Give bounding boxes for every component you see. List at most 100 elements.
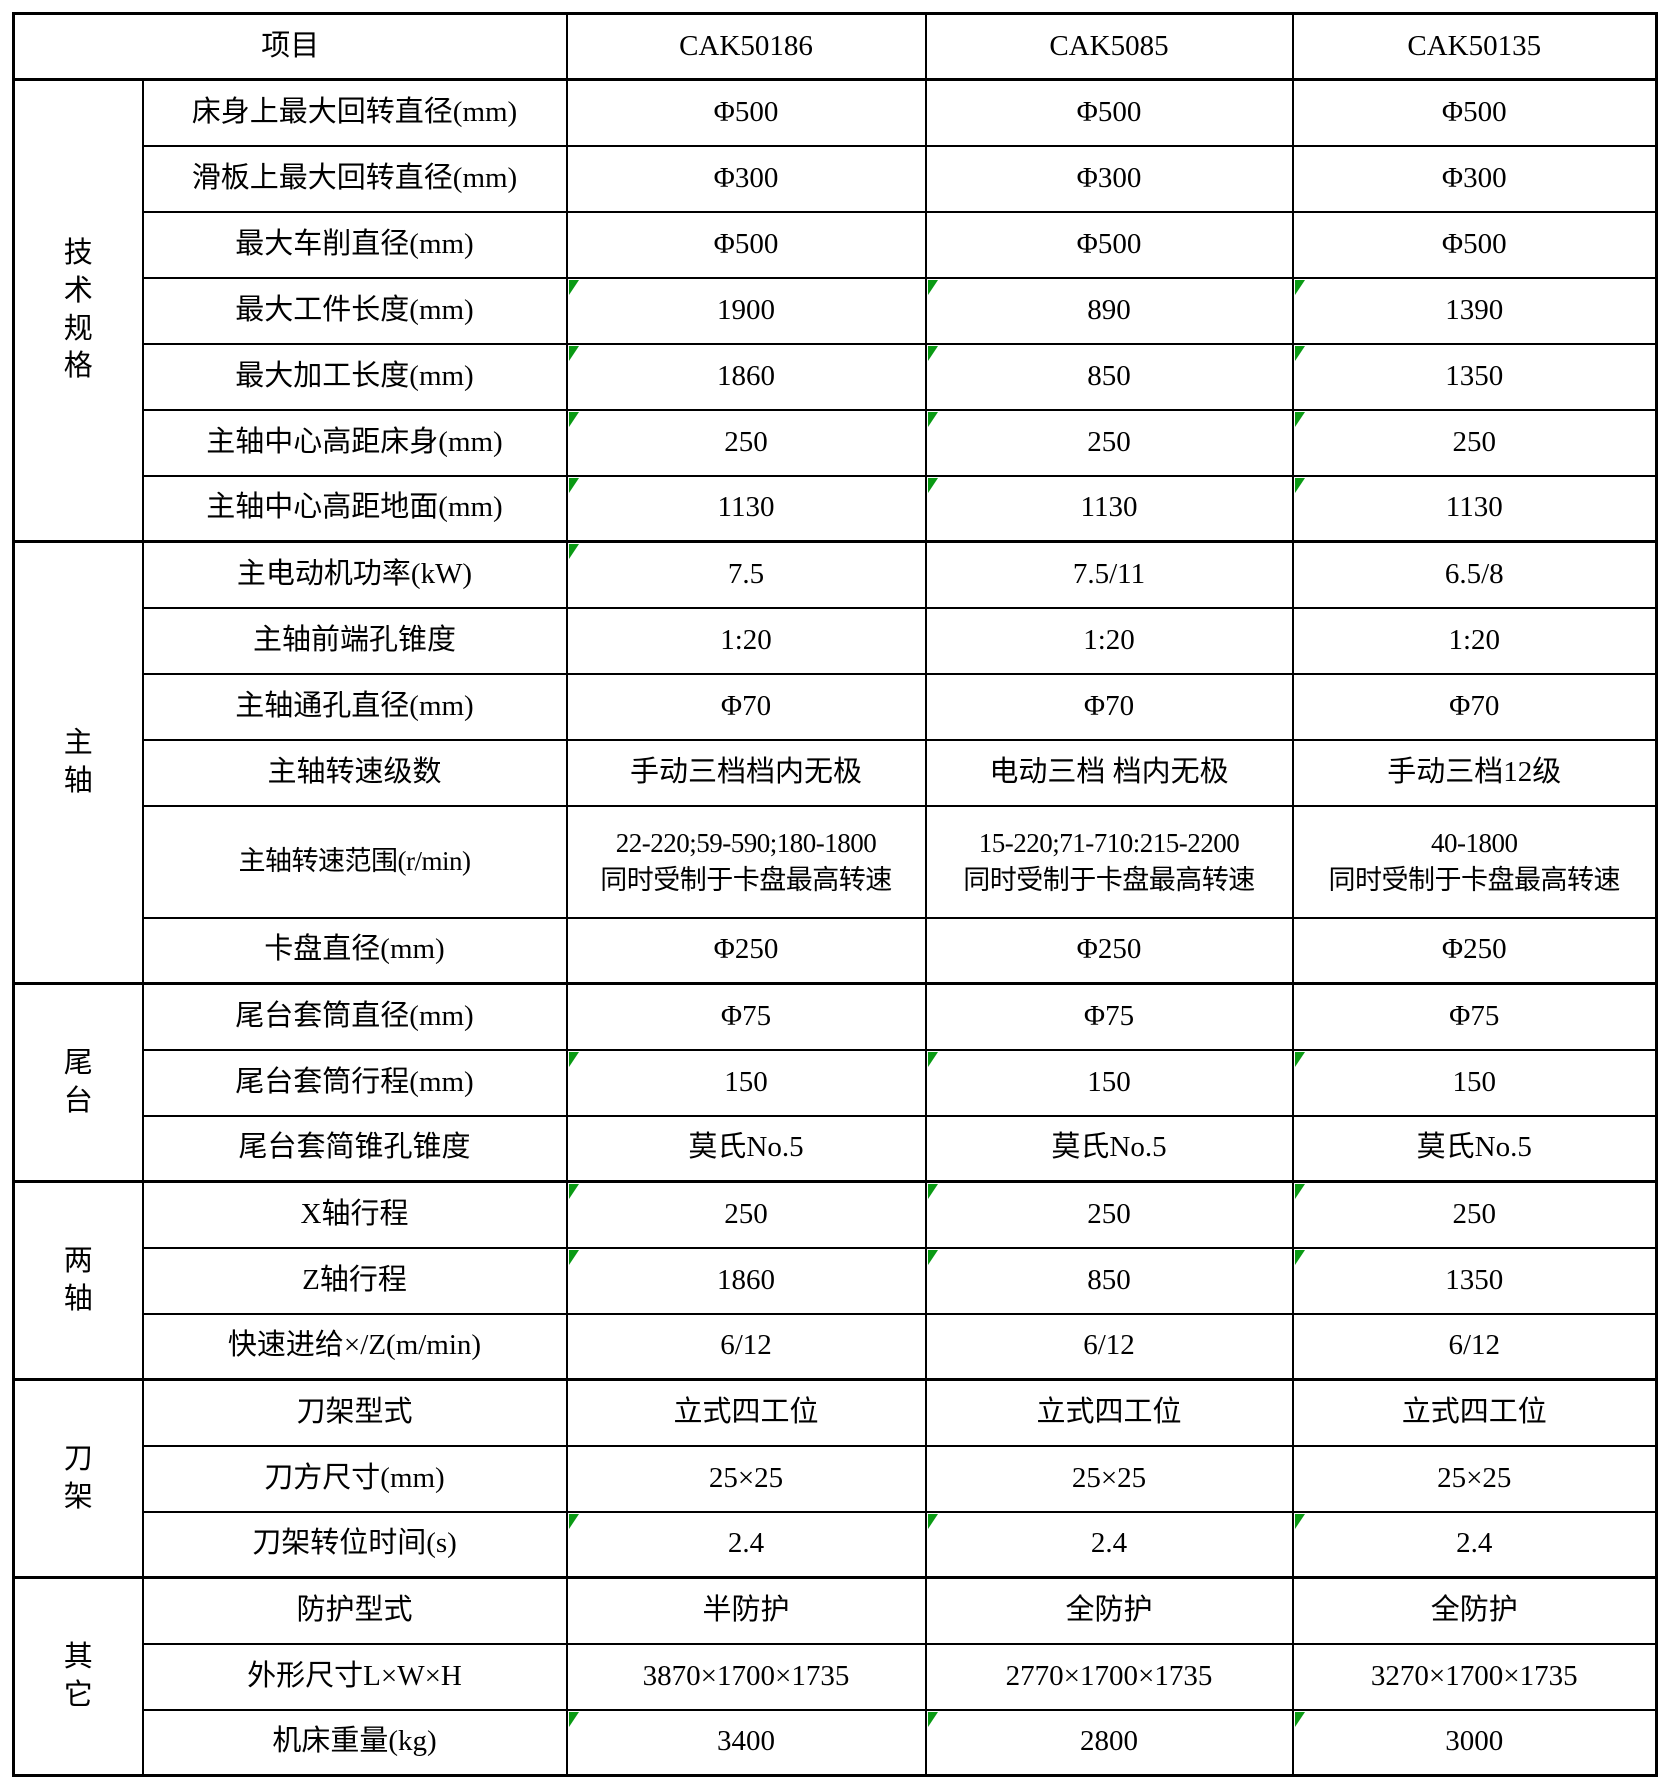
number-as-text-flag-icon bbox=[1294, 1184, 1305, 1199]
cell-text: 1130 bbox=[1445, 491, 1503, 524]
cell-text: 莫氏No.5 bbox=[1051, 1131, 1167, 1164]
cell-text: 22-220;59-590;180-1800 同时受制于卡盘最高转速 bbox=[600, 828, 892, 895]
cell-text: Φ500 bbox=[1441, 227, 1507, 260]
cell-text: 6/12 bbox=[1448, 1329, 1501, 1362]
cell-text: Φ250 bbox=[1076, 933, 1142, 966]
value-cell-CAK50186: Φ500 bbox=[565, 78, 927, 147]
number-as-text-flag-icon bbox=[927, 345, 938, 361]
cell-text: 2800 bbox=[1080, 1725, 1138, 1758]
cell-text: 150 bbox=[1087, 1065, 1131, 1098]
cell-text: 全防护 bbox=[1430, 1593, 1518, 1626]
value-cell-CAK5085: 850 bbox=[924, 342, 1294, 411]
value-cell-CAK50135: 1130 bbox=[1291, 474, 1658, 543]
value-cell-CAK5085: Φ70 bbox=[924, 672, 1294, 741]
value-cell-CAK50186: Φ75 bbox=[565, 982, 927, 1051]
row-label: 外形尺寸L×W×H bbox=[141, 1642, 568, 1711]
value-cell-CAK50135: 25×25 bbox=[1291, 1444, 1658, 1513]
header-model-cak5085: CAK5085 bbox=[924, 12, 1294, 81]
cell-text: Φ300 bbox=[1076, 161, 1142, 194]
table-row: 其 它防护型式 半防护 全防护 全防护 bbox=[12, 1576, 1658, 1777]
value-cell-CAK50186: 莫氏No.5 bbox=[565, 1114, 927, 1183]
row-label: 主轴转速范围(r/min) bbox=[141, 804, 568, 919]
cell-text: 6/12 bbox=[720, 1329, 772, 1362]
number-as-text-flag-icon bbox=[927, 1711, 938, 1727]
cell-text: 3270×1700×1735 bbox=[1370, 1659, 1578, 1692]
number-as-text-flag-icon bbox=[568, 1184, 579, 1199]
row-label: 主电动机功率(kW) bbox=[141, 540, 568, 609]
cell-text: Φ70 bbox=[1449, 689, 1500, 722]
cell-text: 250 bbox=[724, 425, 768, 458]
number-as-text-flag-icon bbox=[1294, 345, 1305, 361]
cell-text: 7.5/11 bbox=[1072, 557, 1146, 590]
value-cell-CAK50135: 40-1800 同时受制于卡盘最高转速 bbox=[1291, 804, 1658, 919]
table-row: 刀 架刀架型式 立式四工位 立式四工位 立式四工位 bbox=[12, 1378, 1658, 1579]
cell-text: 立式四工位 bbox=[1036, 1395, 1182, 1428]
value-cell-CAK5085: Φ500 bbox=[924, 78, 1294, 147]
value-cell-CAK50186: 1130 bbox=[565, 474, 927, 543]
value-cell-CAK50186: 1900 bbox=[565, 276, 927, 345]
number-as-text-flag-icon bbox=[927, 1184, 938, 1199]
number-as-text-flag-icon bbox=[1294, 279, 1305, 295]
row-label: 尾台套筒行程(mm) bbox=[141, 1048, 568, 1117]
table-row: 主轴中心高距地面(mm) 1130 1130 1130 bbox=[14, 474, 1658, 543]
number-as-text-flag-icon bbox=[568, 345, 579, 361]
value-cell-CAK5085: 250 bbox=[924, 408, 1294, 477]
value-cell-CAK5085: 2800 bbox=[924, 1708, 1294, 1777]
value-cell-CAK5085: 1:20 bbox=[924, 606, 1294, 675]
table-row: 最大车削直径(mm) Φ500 Φ500 Φ500 bbox=[14, 210, 1658, 279]
value-cell-CAK5085: 7.5/11 bbox=[924, 540, 1294, 609]
table-row: 技 术 规 格床身上最大回转直径(mm) Φ500 Φ500 Φ500 bbox=[12, 78, 1658, 543]
row-label: 快速进给×/Z(m/min) bbox=[141, 1312, 568, 1381]
cell-text: 2770×1700×1735 bbox=[1005, 1659, 1213, 1692]
number-as-text-flag-icon bbox=[1294, 477, 1305, 493]
value-cell-CAK50135: 1390 bbox=[1291, 276, 1658, 345]
group-label-3: 两 轴 bbox=[12, 1180, 144, 1381]
cell-text: 15-220;71-710:215-2200 同时受制于卡盘最高转速 bbox=[963, 828, 1255, 895]
value-cell-CAK50135: Φ75 bbox=[1291, 982, 1658, 1051]
cell-text: 半防护 bbox=[702, 1593, 790, 1626]
number-as-text-flag-icon bbox=[1294, 1051, 1305, 1067]
cell-text: 1390 bbox=[1445, 293, 1504, 326]
table-row: 两 轴 X轴行程 250 250 250 bbox=[12, 1180, 1658, 1381]
value-cell-CAK50135: 1350 bbox=[1291, 1246, 1658, 1315]
value-cell-CAK50186: 150 bbox=[565, 1048, 927, 1117]
row-label: 床身上最大回转直径(mm) bbox=[141, 78, 568, 147]
cell-text: 6.5/8 bbox=[1444, 557, 1504, 590]
value-cell-CAK50135: 6/12 bbox=[1291, 1312, 1658, 1381]
row-label: 滑板上最大回转直径(mm) bbox=[141, 144, 568, 213]
spec-table: 项目 CAK50186 CAK5085 CAK50135 技 术 规 格床身上最… bbox=[12, 12, 1658, 1777]
value-cell-CAK5085: 1130 bbox=[924, 474, 1294, 543]
header-row: 项目 CAK50186 CAK5085 CAK50135 bbox=[12, 12, 1658, 81]
row-label: 防护型式 bbox=[141, 1576, 568, 1645]
table-row: 尾台套筒行程(mm) 150 150 150 bbox=[14, 1048, 1658, 1117]
cell-text: 250 bbox=[1452, 425, 1497, 458]
value-cell-CAK5085: 250 bbox=[924, 1180, 1294, 1249]
cell-text: Φ500 bbox=[1441, 95, 1507, 128]
value-cell-CAK50186: 1:20 bbox=[565, 606, 927, 675]
value-cell-CAK5085: Φ75 bbox=[924, 982, 1294, 1051]
cell-text: 莫氏No.5 bbox=[688, 1131, 804, 1164]
cell-text: 250 bbox=[1087, 425, 1131, 458]
row-label: X轴行程 bbox=[141, 1180, 568, 1249]
spec-table-body: 技 术 规 格床身上最大回转直径(mm) Φ500 Φ500 Φ500 滑板上最大回转直… bbox=[12, 78, 1658, 1777]
cell-text: 6/12 bbox=[1083, 1329, 1135, 1362]
cell-text: 1130 bbox=[717, 491, 775, 524]
value-cell-CAK50186: 250 bbox=[565, 408, 927, 477]
cell-text: 850 bbox=[1087, 1263, 1131, 1296]
value-cell-CAK50135: 250 bbox=[1291, 408, 1658, 477]
number-as-text-flag-icon bbox=[927, 1051, 938, 1067]
value-cell-CAK50135: 立式四工位 bbox=[1291, 1378, 1658, 1447]
cell-text: 立式四工位 bbox=[1401, 1395, 1547, 1428]
row-label: 刀架型式 bbox=[141, 1378, 568, 1447]
row-label: 主轴中心高距床身(mm) bbox=[141, 408, 568, 477]
cell-text: 150 bbox=[1452, 1065, 1497, 1098]
value-cell-CAK50135: 1:20 bbox=[1291, 606, 1658, 675]
value-cell-CAK5085: 电动三档 档内无极 bbox=[924, 738, 1294, 807]
value-cell-CAK50186: 半防护 bbox=[565, 1576, 927, 1645]
value-cell-CAK50135: Φ500 bbox=[1291, 78, 1658, 147]
cell-text: 150 bbox=[724, 1065, 768, 1098]
value-cell-CAK50186: Φ300 bbox=[565, 144, 927, 213]
row-label: 最大加工长度(mm) bbox=[141, 342, 568, 411]
table-row: 卡盘直径(mm) Φ250 Φ250 Φ250 bbox=[14, 916, 1658, 985]
cell-text: 2.4 bbox=[1090, 1527, 1128, 1560]
